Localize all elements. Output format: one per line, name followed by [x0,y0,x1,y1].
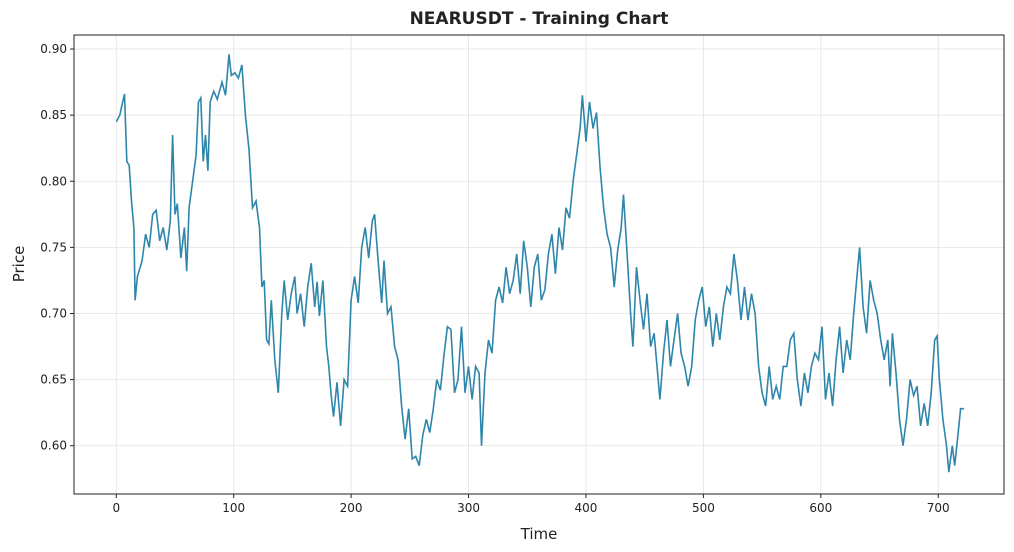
x-tick-label: 700 [927,501,950,515]
x-tick-label: 300 [457,501,480,515]
x-tick-label: 500 [692,501,715,515]
chart-title: NEARUSDT - Training Chart [410,9,669,29]
y-tick-label: 0.80 [40,174,67,188]
y-axis-label: Price [10,246,28,283]
price-line [115,54,965,473]
x-tick-label: 400 [575,501,598,515]
y-tick-label: 0.60 [40,439,67,453]
x-tick-label: 200 [340,501,363,515]
x-tick-label: 100 [222,501,245,515]
y-tick-label: 0.65 [40,373,67,387]
y-tick-label: 0.85 [40,108,67,122]
x-tick-label: 600 [809,501,832,515]
x-axis-label: Time [520,525,558,543]
y-tick-label: 0.70 [40,306,67,320]
y-tick-label: 0.75 [40,240,67,254]
plot-frame [73,34,1005,495]
y-tick-label: 0.90 [40,42,67,56]
x-tick-label: 0 [112,501,120,515]
